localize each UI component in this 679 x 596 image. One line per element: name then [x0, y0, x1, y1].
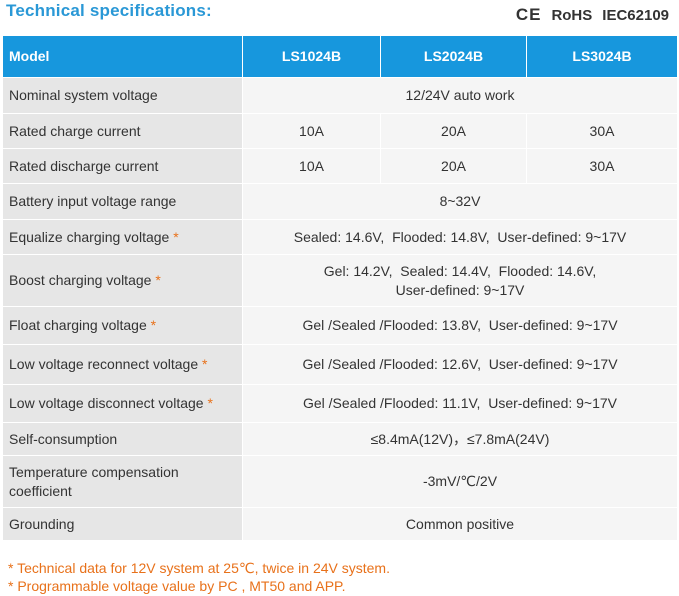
- row-label: Nominal system voltage: [2, 77, 243, 114]
- row-label: Low voltage reconnect voltage *: [2, 344, 243, 385]
- table-row: Nominal system voltage 12/24V auto work: [2, 77, 678, 114]
- row-label-text: Battery input voltage range: [9, 193, 177, 209]
- spec-table: Model LS1024B LS2024B LS3024B Nominal sy…: [2, 35, 678, 541]
- header-model: Model: [2, 35, 243, 78]
- row-value: 20A: [380, 148, 527, 184]
- row-label-text: Rated discharge current: [9, 157, 159, 174]
- footnotes: * Technical data for 12V system at 25℃, …: [8, 559, 390, 595]
- row-value-line: 12/24V auto work: [405, 87, 515, 103]
- table-row: Boost charging voltage * Gel: 14.2V, Seal…: [2, 254, 678, 307]
- row-label: Rated charge current: [2, 113, 243, 149]
- page-header: Technical specifications: CE RoHS IEC621…: [0, 0, 679, 30]
- table-row: Rated charge current 10A 20A 30A: [2, 113, 678, 149]
- table-row: Grounding Common positive: [2, 507, 678, 541]
- row-value: Gel /Sealed /Flooded: 11.1V, User-define…: [242, 384, 678, 423]
- row-label: Grounding: [2, 507, 243, 541]
- row-label-text: Equalize charging voltage: [9, 228, 170, 245]
- header-ls2024b: LS2024B: [380, 35, 527, 78]
- table-row: Temperature compensation coefficient -3mV…: [2, 455, 678, 508]
- spec-table-body: Nominal system voltage 12/24V auto work Ra…: [2, 77, 678, 541]
- row-value-line: Gel /Sealed /Flooded: 11.1V, User-define…: [302, 395, 618, 411]
- asterisk-marker: *: [202, 356, 208, 372]
- row-label: Self-consumption: [2, 422, 243, 456]
- row-label: Temperature compensation coefficient: [2, 455, 243, 508]
- row-label-text: Low voltage reconnect voltage: [9, 356, 199, 372]
- table-row: Equalize charging voltage * Sealed: 14.6V…: [2, 219, 678, 255]
- table-row: Battery input voltage range 8~32V: [2, 183, 678, 220]
- row-value-line: Sealed: 14.6V, Flooded: 14.8V, User-defi…: [293, 228, 627, 245]
- row-value: 8~32V: [242, 183, 678, 220]
- certification-marks: CE RoHS IEC62109: [516, 5, 669, 25]
- row-value-line: Gel: 14.2V, Sealed: 14.4V, Flooded: 14.6…: [323, 262, 597, 279]
- row-label: Float charging voltage *: [2, 306, 243, 345]
- table-row: Low voltage disconnect voltage * Gel /Sea…: [2, 384, 678, 423]
- row-label-text: Low voltage disconnect voltage: [9, 395, 204, 411]
- row-label-text: Nominal system voltage: [9, 87, 158, 103]
- footnote-2: * Programmable voltage value by PC , MT5…: [8, 578, 346, 594]
- iec-mark: IEC62109: [602, 6, 669, 24]
- row-value-line: User-defined: 9~17V: [395, 281, 525, 298]
- row-value: 12/24V auto work: [242, 77, 678, 114]
- row-value-line: -3mV/℃/2V: [422, 473, 498, 489]
- row-value: 10A: [242, 148, 381, 184]
- table-row: Float charging voltage * Gel /Sealed /Flo…: [2, 306, 678, 345]
- row-value: Gel /Sealed /Flooded: 13.8V, User-define…: [242, 306, 678, 345]
- row-value-line: Gel /Sealed /Flooded: 12.6V, User-define…: [302, 356, 618, 372]
- row-value: 30A: [526, 148, 678, 184]
- asterisk-marker: *: [150, 317, 157, 333]
- row-value: Gel: 14.2V, Sealed: 14.4V, Flooded: 14.6…: [242, 254, 678, 307]
- asterisk-marker: *: [173, 228, 179, 245]
- row-label-text: Float charging voltage: [9, 317, 147, 333]
- ce-mark: CE: [515, 5, 542, 24]
- page-title: Technical specifications:: [6, 1, 212, 20]
- row-label: Low voltage disconnect voltage *: [2, 384, 243, 423]
- row-value: -3mV/℃/2V: [242, 455, 678, 508]
- row-value: ≤8.4mA(12V)，≤7.8mA(24V): [242, 422, 678, 456]
- row-value-line: ≤8.4mA(12V)，≤7.8mA(24V): [370, 430, 550, 447]
- row-label: Equalize charging voltage *: [2, 219, 243, 255]
- row-value: 10A: [242, 113, 381, 149]
- table-row: Low voltage reconnect voltage * Gel /Seal…: [2, 344, 678, 385]
- row-label-text: Grounding: [9, 515, 75, 532]
- row-label-text: Temperature compensation coefficient: [9, 463, 179, 499]
- row-value: Gel /Sealed /Flooded: 12.6V, User-define…: [242, 344, 678, 385]
- table-row: Rated discharge current 10A 20A 30A: [2, 148, 678, 184]
- row-value: Common positive: [242, 507, 678, 541]
- row-label: Boost charging voltage *: [2, 254, 243, 307]
- row-value-line: Gel /Sealed /Flooded: 13.8V, User-define…: [302, 317, 618, 333]
- row-label-text: Boost charging voltage: [9, 272, 152, 288]
- table-row: Self-consumption ≤8.4mA(12V)，≤7.8mA(24V): [2, 422, 678, 456]
- row-value: 30A: [526, 113, 678, 149]
- table-header-row: Model LS1024B LS2024B LS3024B: [2, 35, 678, 78]
- row-value-line: Common positive: [405, 515, 515, 532]
- row-label: Rated discharge current: [2, 148, 243, 184]
- header-ls1024b: LS1024B: [242, 35, 381, 78]
- rohs-mark: RoHS: [551, 6, 593, 24]
- asterisk-marker: *: [155, 272, 161, 288]
- header-ls3024b: LS3024B: [526, 35, 678, 78]
- row-value: Sealed: 14.6V, Flooded: 14.8V, User-defi…: [242, 219, 678, 255]
- row-value: 20A: [380, 113, 527, 149]
- row-value-line: 8~32V: [439, 193, 481, 209]
- row-label-text: Rated charge current: [9, 122, 141, 139]
- row-label-text: Self-consumption: [9, 430, 118, 447]
- footnote-1: * Technical data for 12V system at 25℃, …: [8, 560, 390, 576]
- asterisk-marker: *: [207, 395, 213, 411]
- row-label: Battery input voltage range: [2, 183, 243, 220]
